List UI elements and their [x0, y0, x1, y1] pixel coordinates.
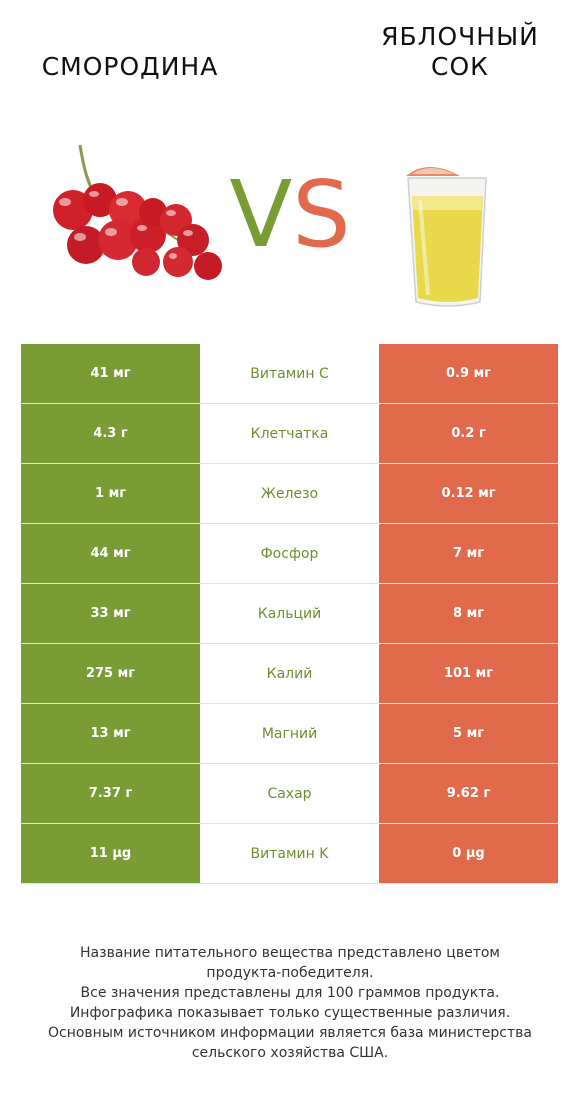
table-row: 4.3 г Клетчатка 0.2 г [21, 404, 558, 464]
vs-label: VS [220, 165, 360, 265]
table-row: 1 мг Железо 0.12 мг [21, 464, 558, 524]
left-value: 11 µg [21, 824, 200, 883]
right-value: 5 мг [379, 704, 558, 763]
left-value: 44 мг [21, 524, 200, 583]
product-title-left-text: СМОРОДИНА [41, 52, 219, 81]
left-value: 1 мг [21, 464, 200, 523]
comparison-table: 41 мг Витамин C 0.9 мг 4.3 г Клетчатка 0… [21, 344, 558, 884]
nutrient-name: Кальций [200, 584, 379, 643]
vs-v: V [229, 161, 293, 268]
nutrient-name: Магний [200, 704, 379, 763]
footnote-line: Название питательного вещества представл… [80, 945, 500, 961]
left-value: 33 мг [21, 584, 200, 643]
footnote-line: Основным источником информации является … [48, 1025, 532, 1041]
right-value: 0.9 мг [379, 344, 558, 403]
right-value: 0 µg [379, 824, 558, 883]
table-row: 13 мг Магний 5 мг [21, 704, 558, 764]
right-value: 0.2 г [379, 404, 558, 463]
table-row: 33 мг Кальций 8 мг [21, 584, 558, 644]
nutrient-name: Калий [200, 644, 379, 703]
redcurrant-image [53, 144, 222, 280]
table-row: 44 мг Фосфор 7 мг [21, 524, 558, 584]
table-row: 11 µg Витамин K 0 µg [21, 824, 558, 884]
left-value: 41 мг [21, 344, 200, 403]
table-row: 7.37 г Сахар 9.62 г [21, 764, 558, 824]
nutrient-name: Сахар [200, 764, 379, 823]
left-value: 4.3 г [21, 404, 200, 463]
left-value: 7.37 г [21, 764, 200, 823]
product-title-right: ЯБЛОЧНЫЙ СОК [340, 22, 580, 82]
footnote-line: Все значения представлены для 100 граммо… [80, 985, 500, 1001]
vs-s: S [292, 161, 351, 268]
footnote-line: Инфографика показывает только существенн… [69, 1005, 511, 1021]
right-value: 9.62 г [379, 764, 558, 823]
nutrient-name: Фосфор [200, 524, 379, 583]
apple-juice-image [406, 167, 487, 307]
nutrient-name: Витамин K [200, 824, 379, 883]
right-value: 101 мг [379, 644, 558, 703]
nutrient-name: Витамин C [200, 344, 379, 403]
product-title-left: СМОРОДИНА [20, 52, 240, 82]
right-value: 0.12 мг [379, 464, 558, 523]
nutrient-name: Железо [200, 464, 379, 523]
right-value: 8 мг [379, 584, 558, 643]
table-row: 275 мг Калий 101 мг [21, 644, 558, 704]
product-title-right-line1: ЯБЛОЧНЫЙ [381, 22, 539, 51]
footnote-line: продукта-победителя. [206, 965, 374, 981]
right-value: 7 мг [379, 524, 558, 583]
footnote: Название питательного вещества представл… [10, 943, 570, 1063]
nutrient-name: Клетчатка [200, 404, 379, 463]
product-title-right-line2: СОК [431, 52, 489, 81]
left-value: 13 мг [21, 704, 200, 763]
footnote-line: сельского хозяйства США. [191, 1045, 389, 1061]
table-row: 41 мг Витамин C 0.9 мг [21, 344, 558, 404]
left-value: 275 мг [21, 644, 200, 703]
